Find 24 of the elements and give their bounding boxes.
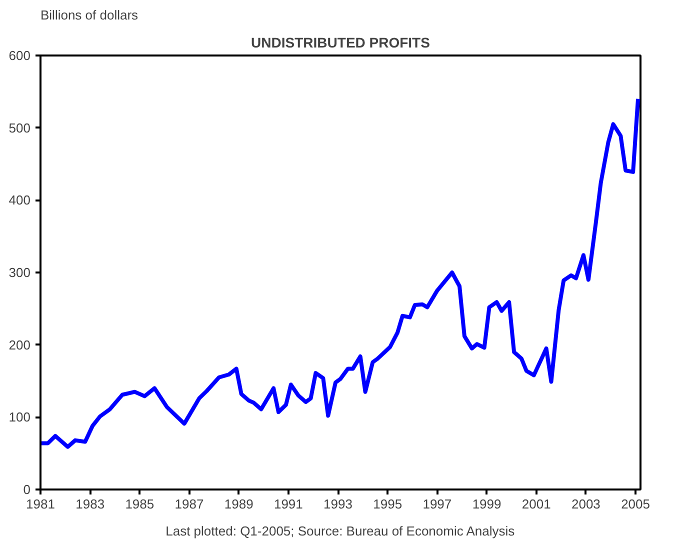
x-tick-label: 2003 xyxy=(571,496,600,512)
x-tick-label: 1991 xyxy=(274,496,303,512)
x-tick-label: 1993 xyxy=(324,496,352,512)
y-tick-label: 600 xyxy=(8,48,31,63)
x-tick-label: 1981 xyxy=(26,496,55,512)
x-tick-label: 1997 xyxy=(422,496,452,512)
chart-title: UNDISTRIBUTED PROFITS xyxy=(251,34,430,50)
y-tick-label: 400 xyxy=(8,192,31,208)
x-tick-label: 2005 xyxy=(621,496,650,512)
x-tick-label: 1999 xyxy=(472,496,502,512)
y-tick-label: 500 xyxy=(8,120,31,136)
y-tick-label: 200 xyxy=(8,337,31,352)
x-tick-label: 1985 xyxy=(125,496,154,512)
text: Last plotted: Q1-2005; Source: Bureau of Economic Analysis xyxy=(166,524,516,538)
y-tick-label: 0 xyxy=(23,482,31,497)
line-series xyxy=(40,96,640,449)
x-tick-label: 1983 xyxy=(76,496,105,512)
x-tick-label: 1989 xyxy=(224,496,254,512)
x-tick-label: 2001 xyxy=(522,496,551,512)
x-tick-label: 1987 xyxy=(174,496,204,512)
y-tick-label: 100 xyxy=(8,410,31,425)
y-tick-label: 300 xyxy=(8,265,31,280)
x-tick-label: 1995 xyxy=(373,496,402,512)
y-axis-title: Billions of dollars xyxy=(40,8,139,22)
